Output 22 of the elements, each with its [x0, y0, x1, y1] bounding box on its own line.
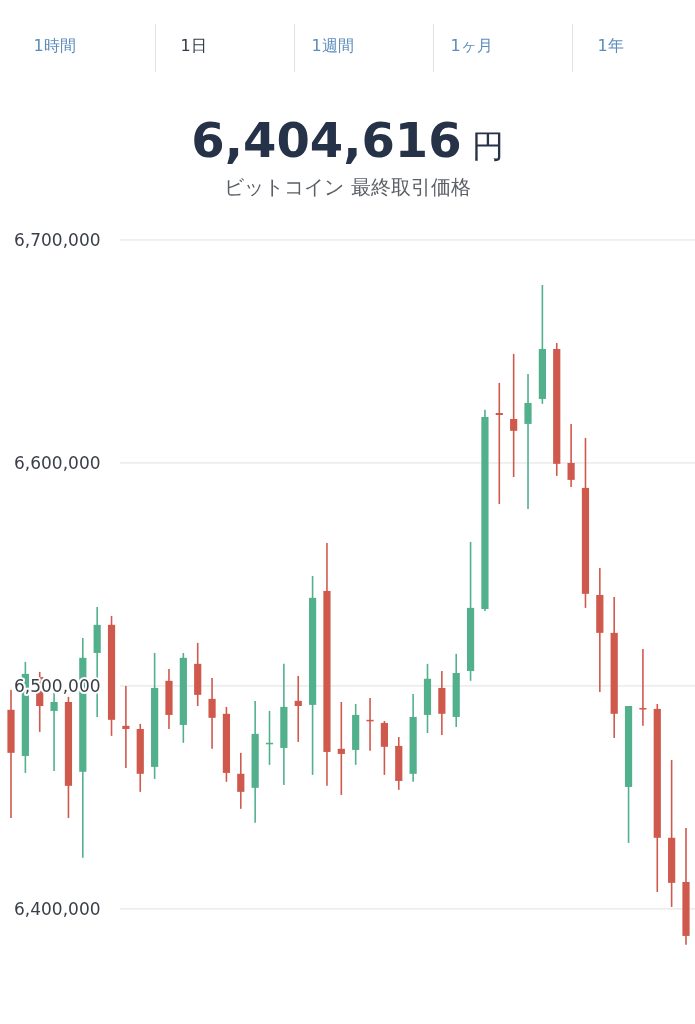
- text: 6,404,616 円: [191, 112, 504, 168]
- candlestick: [639, 648, 647, 727]
- candlestick: [510, 353, 518, 478]
- candlestick: [237, 752, 245, 810]
- candlestick: [524, 373, 532, 510]
- candlestick: [122, 685, 130, 769]
- candlestick: [50, 692, 58, 772]
- annotation: 1日: [180, 36, 207, 57]
- candlestick: [294, 675, 302, 743]
- annotation: 1時間: [33, 36, 76, 57]
- candlestick: [380, 720, 388, 776]
- y-tick-label: 6,400,000: [14, 898, 101, 919]
- annotation: 1ヶ月: [450, 36, 493, 57]
- candlestick: [567, 423, 575, 488]
- annotation: 1週間: [311, 36, 354, 57]
- candlestick: [495, 382, 503, 505]
- annotation: 1年: [597, 36, 624, 57]
- candlestick: [208, 677, 216, 750]
- y-tick-label: 6,700,000: [14, 229, 101, 250]
- candlestick: [337, 701, 345, 796]
- text: ビットコイン 最終取引価格: [223, 174, 472, 201]
- y-tick-label: 6,600,000: [14, 452, 101, 473]
